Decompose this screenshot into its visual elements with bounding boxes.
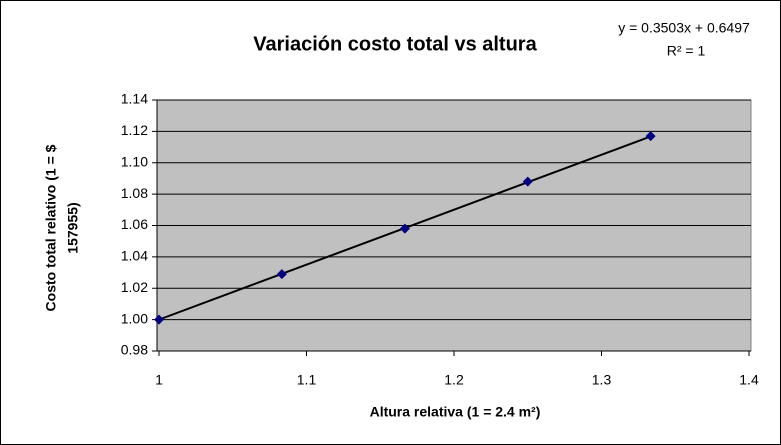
data-point <box>399 223 410 234</box>
x-tick-label: 1.1 <box>297 372 317 388</box>
y-axis-label-line: Costo total relativo (1 = $ <box>43 144 59 311</box>
x-tick-label: 1.2 <box>444 372 464 388</box>
data-point <box>276 269 287 280</box>
x-tick-label: 1.4 <box>739 372 759 388</box>
y-axis-label: Costo total relativo (1 = $ 157955) <box>43 144 81 311</box>
equation: y = 0.3503x + 0.6497 <box>618 20 750 36</box>
y-tick-label: 0.98 <box>121 342 148 358</box>
data-point <box>645 131 656 142</box>
x-tick-label: 1.3 <box>592 372 612 388</box>
y-tick-label: 1.10 <box>121 153 148 169</box>
y-tick-label: 1.04 <box>121 248 148 264</box>
y-tick-label: 1.00 <box>121 310 148 326</box>
r-squared: R² = 1 <box>667 43 706 59</box>
x-axis-label: Altura relativa (1 = 2.4 m²) <box>370 404 541 420</box>
data-point <box>522 176 533 187</box>
data-point <box>154 314 164 325</box>
x-tick-label: 1 <box>155 372 163 388</box>
y-axis-label-line: 157955) <box>65 202 81 253</box>
y-tick-label: 1.12 <box>121 122 148 138</box>
y-tick-label: 1.14 <box>121 91 148 107</box>
y-tick-label: 1.02 <box>121 279 148 295</box>
y-tick-label: 1.06 <box>121 216 148 232</box>
y-tick-label: 1.08 <box>121 185 148 201</box>
chart-title: Variación costo total vs altura <box>253 33 537 55</box>
